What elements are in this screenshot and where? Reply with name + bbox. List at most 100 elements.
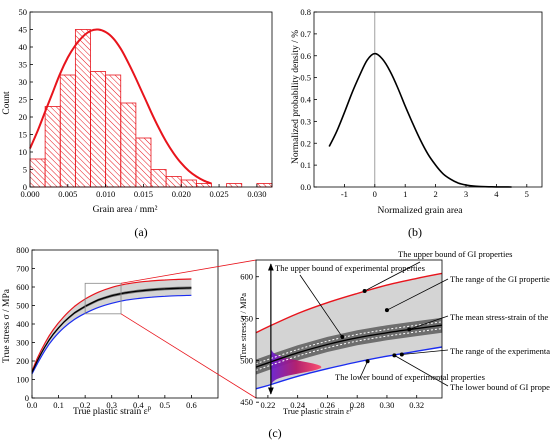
fit-curve xyxy=(29,28,212,185)
y-tick-label: 15 xyxy=(19,130,28,140)
x-tick-label: 0.30 xyxy=(380,400,395,410)
x-tick-label: 1 xyxy=(403,189,407,199)
y-tick-label: 50 xyxy=(19,7,28,17)
x-tick-label: 3 xyxy=(464,189,468,199)
y-tick-label: 30 xyxy=(19,77,28,87)
histogram-bar xyxy=(195,183,212,188)
x-tick-label: 0.4 xyxy=(133,400,144,410)
annotation-upper-gi: The upper bound of GI properties xyxy=(398,249,512,259)
leader-line xyxy=(409,315,449,330)
x-tick-label: 0.3 xyxy=(106,400,117,410)
y-tick-label: 25 xyxy=(19,95,28,105)
axis-ticks: 0.000 0.005 0.010 0.015 0.020 0.025 0.030 0 5 10 1… xyxy=(19,7,267,199)
leader-line xyxy=(299,274,343,338)
x-tick-label: 0.000 xyxy=(20,189,39,199)
histogram-bar xyxy=(105,74,122,188)
y-tick-label: 450 xyxy=(240,397,253,407)
x-tick-label: 0.005 xyxy=(58,189,77,199)
y-tick-label: 20 xyxy=(19,112,28,122)
plot-frame xyxy=(313,11,543,188)
histogram-bar xyxy=(256,183,273,188)
histogram-bar xyxy=(226,183,243,188)
leader-dot xyxy=(392,353,397,358)
y-tick-label: 0.7 xyxy=(300,29,311,39)
panel-a-histogram: 0.000 0.005 0.010 0.015 0.020 0.025 0.030 0 5 10 1… xyxy=(2,7,273,239)
y-tick-label: 0.5 xyxy=(300,73,311,83)
leader-line xyxy=(364,261,421,292)
y-tick-label: 600 xyxy=(240,272,253,282)
inset-y-axis-label: True stress σ / MPa xyxy=(238,293,248,359)
y-tick-label: 0.1 xyxy=(300,160,311,170)
lower-bound-line xyxy=(31,294,192,375)
y-tick-label: 0.3 xyxy=(300,116,311,126)
axis-ticks: 0.22 0.24 0.26 0.28 0.30 0.32 450 500 550 600 xyxy=(240,272,424,410)
y-tick-label: 300 xyxy=(16,338,29,348)
zoom-box xyxy=(84,282,122,315)
x-tick-label: 0.26 xyxy=(320,400,335,410)
y-tick-label: 0.0 xyxy=(300,182,311,192)
y-tick-label: 0.8 xyxy=(300,7,311,17)
leader-dot xyxy=(365,359,370,364)
y-tick-label: 0.2 xyxy=(300,138,311,148)
panel-caption-c: (c) xyxy=(268,426,281,440)
histogram-bar xyxy=(165,176,182,188)
axis-ticks: 0.0 0.1 0.2 0.3 0.4 0.5 0.6 0 100 200 300 400 500 600… xyxy=(16,245,196,410)
leader-line xyxy=(386,278,449,311)
x-tick-label: 0.28 xyxy=(350,400,365,410)
x-tick-label: 5 xyxy=(525,189,529,199)
connector-line xyxy=(120,259,257,284)
x-tick-label: 0.025 xyxy=(210,189,229,199)
x-tick-label: 2 xyxy=(433,189,437,199)
leader-line xyxy=(401,349,449,355)
x-tick-label: 0.030 xyxy=(247,189,266,199)
mean-line xyxy=(31,287,192,373)
annotation-lower-gi: The lower bound of GI properties xyxy=(450,382,550,392)
histogram-bar xyxy=(180,179,197,188)
histogram-bar xyxy=(74,29,91,188)
histogram-bars xyxy=(29,29,273,188)
histogram-bar xyxy=(44,106,61,188)
x-axis-label: Normalized grain area xyxy=(378,206,464,216)
density-curve xyxy=(328,52,512,188)
y-tick-label: 0.4 xyxy=(300,95,311,105)
y-tick-label: 40 xyxy=(19,42,28,52)
right-annotations: The upper bound of GI properties The ran… xyxy=(299,249,550,392)
annotation-range-experimental: The range of the experimental properties xyxy=(450,346,550,356)
histogram-bar xyxy=(59,74,76,188)
y-axis-label: Count xyxy=(2,91,12,115)
y-tick-label: 600 xyxy=(16,282,29,292)
y-tick-label: 0 xyxy=(23,182,27,192)
x-tick-label: 0.1 xyxy=(53,400,64,410)
y-tick-label: 35 xyxy=(19,60,28,70)
x-tick-label: 0.020 xyxy=(172,189,191,199)
y-tick-label: 45 xyxy=(19,25,28,35)
y-axis-label: Normalized probability density / % xyxy=(291,30,301,164)
leader-dot xyxy=(340,334,345,339)
panel-c-stress-strain: 0.0 0.1 0.2 0.3 0.4 0.5 0.6 0 100 200 300 400 500 600… xyxy=(2,245,219,417)
x-tick-label: 0.0 xyxy=(27,400,38,410)
y-tick-label: 400 xyxy=(16,319,29,329)
annotation-lower-experimental: The lower bound of experimental properti… xyxy=(335,372,485,382)
y-tick-label: 10 xyxy=(19,147,28,157)
x-tick-label: 4 xyxy=(494,189,499,199)
leader-line xyxy=(359,361,368,379)
panel-caption-a: (a) xyxy=(134,225,147,239)
y-tick-label: 700 xyxy=(16,264,29,274)
histogram-bar xyxy=(135,137,152,188)
x-tick-label: 0.24 xyxy=(290,400,306,410)
upper-bound-line xyxy=(31,278,192,372)
zoom-connectors xyxy=(120,259,257,399)
y-tick-label: 0.6 xyxy=(300,51,311,61)
annotation-leaders xyxy=(299,261,449,387)
leader-dot xyxy=(362,288,367,293)
leader-line xyxy=(394,354,449,387)
axis-ticks: -1 0 1 2 3 4 5 0.0 0.1 0.2 0.3 0.4 0.5 0.6 0.7 0.8 xyxy=(300,7,529,199)
panel-b-density: -1 0 1 2 3 4 5 0.0 0.1 0.2 0.3 0.4 0.5 0.6 0.7 0.8 Norm… xyxy=(291,7,543,239)
x-axis-label: True plastic strain εp xyxy=(73,404,152,417)
annotation-mean-gi: The mean stress-strain of the GI propert… xyxy=(450,312,550,322)
leader-dot xyxy=(407,327,412,332)
y-tick-label: 550 xyxy=(240,314,253,324)
x-tick-label: 0.32 xyxy=(409,400,424,410)
x-axis-label: Grain area / mm² xyxy=(93,205,158,215)
